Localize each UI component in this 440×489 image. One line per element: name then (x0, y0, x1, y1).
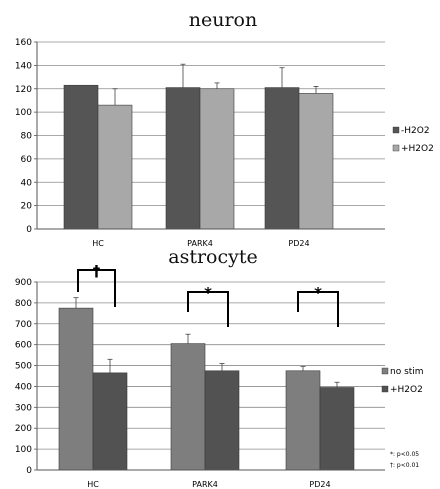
astrocyte-bars (58, 297, 355, 471)
neuron-axes (36, 42, 385, 230)
neuron-y-tick-label: 120 (15, 85, 32, 95)
neuron-y-tick-label: 60 (21, 155, 33, 165)
astro-y-tick-label: 900 (15, 278, 32, 288)
significance-marker: * (314, 284, 322, 302)
neuron-bar-a (165, 87, 201, 230)
neuron-bars (63, 63, 334, 230)
neuron-y-tick-label: 20 (21, 202, 33, 212)
astro-bar-b (319, 387, 355, 471)
neuron-bar-b (298, 93, 334, 230)
neuron-y-tick-label: 160 (15, 38, 32, 48)
astro-y-tick-label: 700 (15, 320, 32, 330)
astro-y-tick-label: 500 (15, 362, 32, 372)
astro-y-tick-label: 0 (26, 466, 32, 476)
neuron-legend-swatch (392, 144, 400, 152)
astro-bar-b (204, 370, 240, 471)
neuron-y-tick-label: 40 (21, 178, 33, 188)
neuron-legend: -H2O2 +H2O2 (392, 126, 434, 154)
neuron-chart-title: neuron (189, 9, 257, 31)
neuron-bar-a (264, 87, 300, 230)
astro-bar-a (285, 370, 321, 471)
neuron-category-label: PARK4 (187, 239, 213, 248)
neuron-category-label: HC (92, 239, 104, 248)
astro-legend-swatch (381, 385, 389, 393)
significance-marker: * (204, 284, 212, 302)
neuron-y-axis-ticks: 0 20 40 60 80 100 120 140 160 (15, 38, 37, 235)
footnote-p005: *: p<0.05 (390, 451, 419, 458)
neuron-y-tick-label: 140 (15, 61, 32, 71)
astro-bar-a (170, 343, 206, 471)
neuron-legend-label: +H2O2 (401, 144, 434, 154)
astrocyte-significance-brackets: † * * (77, 262, 339, 327)
astro-y-tick-label: 200 (15, 424, 32, 434)
neuron-legend-label: -H2O2 (401, 126, 430, 136)
neuron-legend-swatch (392, 126, 400, 134)
significance-marker: † (93, 262, 101, 280)
significance-bracket (77, 269, 116, 307)
neuron-y-tick-label: 80 (21, 132, 33, 142)
astro-legend-label: +H2O2 (390, 385, 423, 395)
astrocyte-legend: no stim +H2O2 (381, 367, 424, 395)
significance-bracket (297, 291, 339, 327)
neuron-y-tick-label: 100 (15, 108, 32, 118)
neuron-chart: neuron 0 20 40 60 80 100 120 140 160 HC PARK4 PD24… (15, 9, 434, 248)
astro-category-label: HC (87, 480, 99, 489)
astro-bar-b (92, 372, 128, 471)
astro-y-tick-label: 100 (15, 445, 32, 455)
astro-y-tick-label: 600 (15, 341, 32, 351)
astro-category-label: PARK4 (192, 480, 218, 489)
footnote-p001: †: p<0.01 (390, 462, 419, 469)
astro-legend-swatch (381, 367, 389, 375)
neuron-bar-a (63, 84, 99, 230)
astrocyte-chart: astrocyte 0 100 200 300 400 500 600 700 800 900 H… (15, 246, 424, 489)
neuron-category-label: PD24 (288, 239, 309, 248)
astro-bar-a (58, 307, 94, 471)
neuron-bar-b (97, 104, 133, 230)
astro-y-tick-label: 800 (15, 299, 32, 309)
astrocyte-y-axis-ticks: 0 100 200 300 400 500 600 700 800 900 (15, 278, 37, 476)
neuron-y-tick-label: 0 (26, 225, 32, 235)
significance-bracket (187, 291, 229, 327)
astrocyte-chart-title: astrocyte (168, 246, 258, 268)
astro-legend-label: no stim (390, 367, 424, 377)
neuron-bar-b (199, 88, 235, 230)
astro-category-label: PD24 (309, 480, 330, 489)
astro-y-tick-label: 400 (15, 382, 32, 392)
astrocyte-axes (36, 282, 385, 471)
neuron-x-axis-labels: HC PARK4 PD24 (92, 239, 309, 248)
astro-y-tick-label: 300 (15, 403, 32, 413)
astrocyte-x-axis-labels: HC PARK4 PD24 (87, 480, 330, 489)
